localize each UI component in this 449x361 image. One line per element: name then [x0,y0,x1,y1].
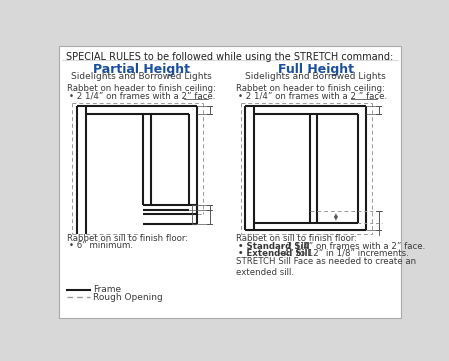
Text: SPECIAL RULES to be followed while using the STRETCH command:: SPECIAL RULES to be followed while using… [66,52,393,62]
Text: • Standard Sill: • Standard Sill [238,242,310,251]
Text: Sidelights and Borrowed Lights: Sidelights and Borrowed Lights [71,72,212,81]
FancyBboxPatch shape [59,47,401,318]
Text: • Extended Sill: • Extended Sill [238,249,311,258]
Text: Frame: Frame [93,285,121,294]
Text: • 2 1/4” on frames with a 2” face.: • 2 1/4” on frames with a 2” face. [69,91,216,100]
Text: Rabbet on header to finish ceiling:: Rabbet on header to finish ceiling: [236,84,385,93]
Text: • 6” minimum.: • 6” minimum. [69,241,133,250]
Text: Rabbet on sill to finish floor:: Rabbet on sill to finish floor: [236,234,357,243]
Text: Full Height: Full Height [278,63,354,76]
Text: Sidelights and Borrowed Lights: Sidelights and Borrowed Lights [245,72,386,81]
Text: STRETCH Sill Face as needed to create an
extended sill.: STRETCH Sill Face as needed to create an… [236,257,416,277]
Text: Partial Height: Partial Height [93,63,190,76]
Text: Rabbet on sill to finish floor:: Rabbet on sill to finish floor: [67,234,188,243]
Text: Rough Opening: Rough Opening [93,293,163,302]
Text: - 2 1/4” on frames with a 2” face.: - 2 1/4” on frames with a 2” face. [278,242,425,251]
Text: • 2 1/4” on frames with a 2 ” face.: • 2 1/4” on frames with a 2 ” face. [238,91,387,100]
Text: - 4” to 12” in 1/8” increments.: - 4” to 12” in 1/8” increments. [275,249,409,258]
Text: Rabbet on header to finish ceiling:: Rabbet on header to finish ceiling: [67,84,216,93]
